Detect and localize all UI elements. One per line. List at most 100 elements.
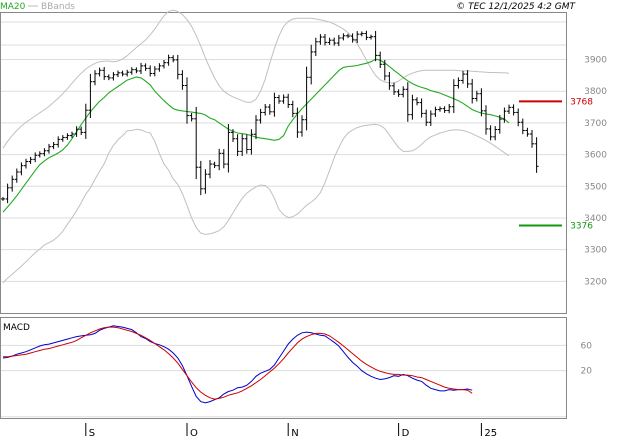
price-bar xyxy=(120,70,125,77)
price-bar xyxy=(208,160,212,179)
price-bar xyxy=(277,94,281,104)
price-bar xyxy=(28,156,33,164)
price-bar xyxy=(148,65,153,77)
price-y-tick-label: 3200 xyxy=(584,277,607,287)
macd-grid xyxy=(1,344,566,418)
price-bar xyxy=(258,108,263,124)
price-bar xyxy=(428,110,433,126)
price-bar xyxy=(525,127,530,137)
price-bar xyxy=(461,70,465,84)
price-bars xyxy=(1,30,539,204)
price-bar xyxy=(65,133,70,140)
price-bar xyxy=(240,134,245,156)
price-bar xyxy=(350,33,355,43)
price-y-tick-label: 3900 xyxy=(584,56,607,66)
price-bar xyxy=(83,103,88,139)
price-bar xyxy=(97,67,102,77)
macd-panel-title: MACD xyxy=(3,323,30,333)
price-bar xyxy=(447,103,452,114)
x-axis-label: O xyxy=(190,428,198,439)
price-y-tick-label: 3700 xyxy=(584,119,607,129)
legend-bbands: BBands xyxy=(41,2,75,12)
bollinger-bands xyxy=(2,9,510,284)
price-bar xyxy=(198,160,203,196)
price-bar xyxy=(111,72,116,81)
price-bar xyxy=(355,31,360,44)
price-bar xyxy=(433,106,438,117)
price-bar xyxy=(24,158,28,169)
bbands-lower-line xyxy=(2,123,510,284)
price-bar xyxy=(221,149,226,169)
price-bar xyxy=(185,77,189,124)
price-bar xyxy=(1,196,5,201)
price-bar xyxy=(166,54,171,66)
price-bar xyxy=(507,104,511,114)
price-bar xyxy=(497,114,502,134)
price-bar xyxy=(332,37,337,46)
price-bar xyxy=(520,118,525,135)
price-bar xyxy=(511,104,516,116)
x-axis-label: D xyxy=(402,428,410,439)
price-bar xyxy=(318,34,323,45)
price-bar xyxy=(56,136,61,148)
support-level-label: 3376 xyxy=(570,222,593,232)
price-bar xyxy=(415,97,419,106)
price-bar xyxy=(442,106,447,113)
price-bar xyxy=(47,143,51,154)
price-bar xyxy=(139,62,143,74)
price-panel-frame xyxy=(0,12,567,314)
price-bar xyxy=(396,89,401,97)
price-bar xyxy=(290,100,295,118)
price-bar xyxy=(286,93,291,108)
price-bar xyxy=(474,90,479,102)
price-bar xyxy=(152,66,157,77)
x-axis-label: 25 xyxy=(484,428,497,439)
price-y-tick-label: 3300 xyxy=(584,246,607,256)
price-bar xyxy=(313,37,318,56)
price-bar xyxy=(309,44,314,85)
price-bar xyxy=(162,60,166,69)
price-bar xyxy=(484,105,488,135)
price-bar xyxy=(502,107,507,123)
price-bar xyxy=(157,63,162,72)
price-bar xyxy=(116,70,120,78)
macd-y-tick-label: 60 xyxy=(581,341,593,351)
x-axis: S O N D 25 xyxy=(85,423,497,439)
price-bar xyxy=(438,106,442,112)
price-bar xyxy=(231,129,235,143)
price-bar xyxy=(488,125,493,141)
macd-lines xyxy=(2,325,473,404)
price-bar xyxy=(88,73,93,118)
price-y-tick-label: 3600 xyxy=(584,151,607,161)
price-y-tick-label: 3400 xyxy=(584,214,607,224)
price-bar xyxy=(272,92,277,117)
price-bar xyxy=(424,109,429,127)
price-levels: 3768 3376 xyxy=(519,97,593,232)
price-bar xyxy=(405,82,410,122)
price-bar xyxy=(60,135,65,142)
price-bar xyxy=(125,69,130,77)
price-bar xyxy=(479,88,484,117)
price-bar xyxy=(194,106,199,180)
price-bar xyxy=(235,134,240,156)
price-bar xyxy=(534,137,539,173)
macd-y-tick-label: 20 xyxy=(581,367,593,377)
price-grid xyxy=(1,21,566,282)
price-bar xyxy=(327,37,332,45)
copyright-text: © TEC 12/1/2025 4:2 GMT xyxy=(456,2,576,12)
signal-series-line xyxy=(3,326,473,400)
price-bar xyxy=(300,115,304,137)
price-bar xyxy=(79,126,84,136)
price-bar xyxy=(102,67,107,80)
price-bar xyxy=(226,123,231,173)
price-bar xyxy=(465,70,470,88)
price-bar xyxy=(263,103,268,116)
price-bar xyxy=(516,108,521,127)
price-bar xyxy=(419,98,424,118)
price-y-tick-label: 3500 xyxy=(584,182,607,192)
bbands-upper-line xyxy=(2,9,510,149)
price-bar xyxy=(5,183,10,204)
price-bar xyxy=(530,129,534,148)
price-bar xyxy=(74,126,79,137)
